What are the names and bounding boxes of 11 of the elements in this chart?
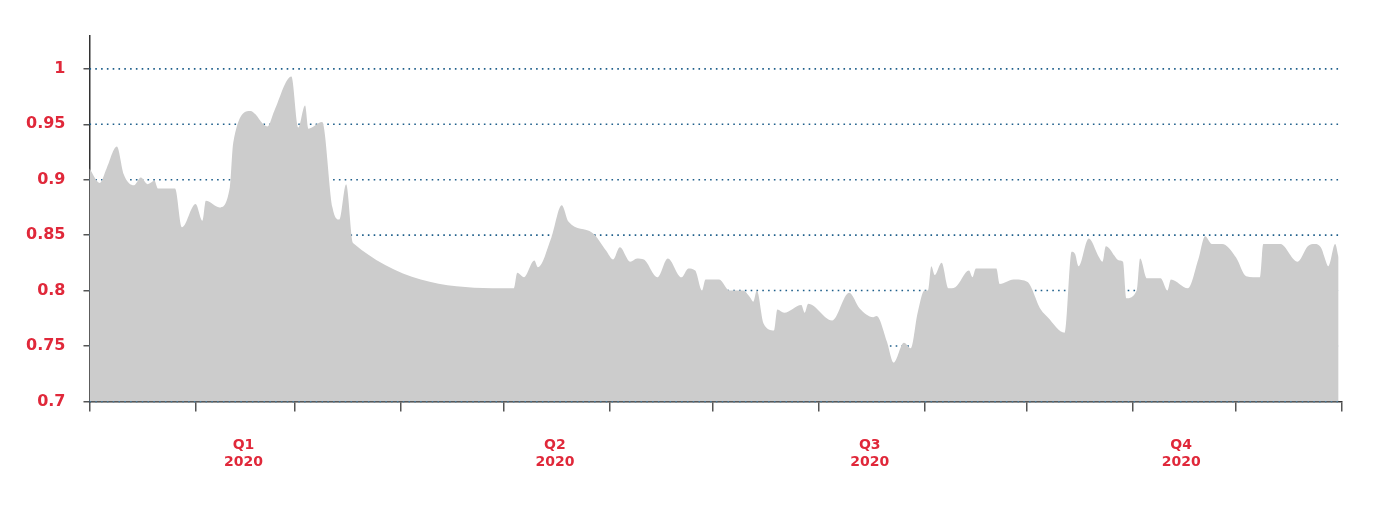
y-tick-label: 0.95 [25, 113, 66, 133]
x-tick-label: Q3 2020 [850, 436, 890, 470]
x-tick-label: Q4 2020 [1161, 436, 1201, 470]
y-tick-label: 1 [54, 58, 66, 78]
y-tick-label: 0.8 [37, 279, 66, 299]
y-tick-label: 0.75 [25, 335, 66, 355]
y-tick-label: 0.85 [25, 224, 66, 244]
x-tick-label: Q1 2020 [223, 436, 264, 470]
y-tick-label: 0.9 [37, 168, 66, 188]
y-tick-label: 0.7 [37, 390, 66, 410]
x-tick-label: Q2 2020 [535, 436, 575, 470]
